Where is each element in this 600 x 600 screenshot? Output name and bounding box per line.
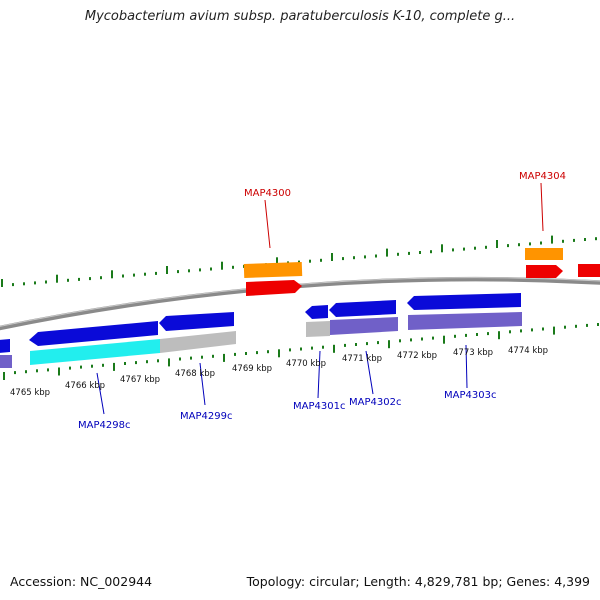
tick-label: 4772 kbp: [397, 351, 437, 361]
gene-label-map4303c[interactable]: MAP4303c: [444, 390, 496, 401]
gene-map4300-red[interactable]: [246, 280, 302, 296]
gene-edge-red[interactable]: [578, 264, 600, 277]
gene-left-edge-purple[interactable]: [0, 355, 12, 368]
block-gray-2[interactable]: [306, 321, 330, 337]
gene-label-map4304[interactable]: MAP4304: [519, 171, 566, 182]
gene-map4301c-blue[interactable]: [305, 305, 328, 319]
tick-label: 4774 kbp: [508, 346, 548, 356]
accession-text: Accession: NC_002944: [10, 574, 153, 589]
tick-label: 4765 kbp: [10, 388, 50, 398]
tick-label: 4771 kbp: [342, 354, 382, 364]
tick-label: 4770 kbp: [286, 359, 326, 369]
gene-map4300-orange[interactable]: [243, 261, 303, 279]
gene-labels: MAP4300 MAP4304 MAP4298c MAP4299c MAP430…: [78, 171, 566, 431]
forward-strand-genes: [243, 248, 600, 296]
tick-label: 4767 kbp: [120, 375, 160, 385]
lower-tick-row: [3, 323, 599, 380]
gene-map4299c-blue[interactable]: [159, 312, 234, 331]
block-purple-1[interactable]: [330, 317, 398, 335]
gene-label-map4299c[interactable]: MAP4299c: [180, 411, 232, 422]
genome-summary-text: Topology: circular; Length: 4,829,781 bp…: [246, 574, 590, 589]
label-leaders: [96, 182, 544, 415]
gene-left-edge-blue[interactable]: [0, 339, 10, 353]
block-purple-2[interactable]: [408, 312, 522, 330]
upper-tick-row: [1, 235, 597, 287]
gene-label-map4298c[interactable]: MAP4298c: [78, 420, 130, 431]
gene-label-map4301c[interactable]: MAP4301c: [293, 401, 345, 412]
gene-map4304-orange[interactable]: [525, 248, 563, 260]
tick-label: 4773 kbp: [453, 348, 493, 358]
gene-map4304-red[interactable]: [526, 265, 563, 278]
tick-label: 4768 kbp: [175, 369, 215, 379]
genome-backbone-highlight: [0, 277, 600, 327]
block-cyan[interactable]: [30, 339, 160, 365]
gene-map4302c-blue[interactable]: [329, 300, 396, 317]
gene-map4303c-blue[interactable]: [407, 293, 521, 310]
scale-labels: 4765 kbp 4766 kbp 4767 kbp 4768 kbp 4769…: [10, 346, 548, 398]
tick-label: 4766 kbp: [65, 381, 105, 391]
gene-label-map4302c[interactable]: MAP4302c: [349, 397, 401, 408]
block-gray-1[interactable]: [160, 331, 236, 353]
reverse-strand-genes: [0, 293, 522, 368]
map-title: Mycobacterium avium subsp. paratuberculo…: [84, 9, 516, 24]
gene-label-map4300[interactable]: MAP4300: [244, 188, 291, 199]
tick-label: 4769 kbp: [232, 364, 272, 374]
gene-map4298c-blue[interactable]: [29, 321, 158, 346]
